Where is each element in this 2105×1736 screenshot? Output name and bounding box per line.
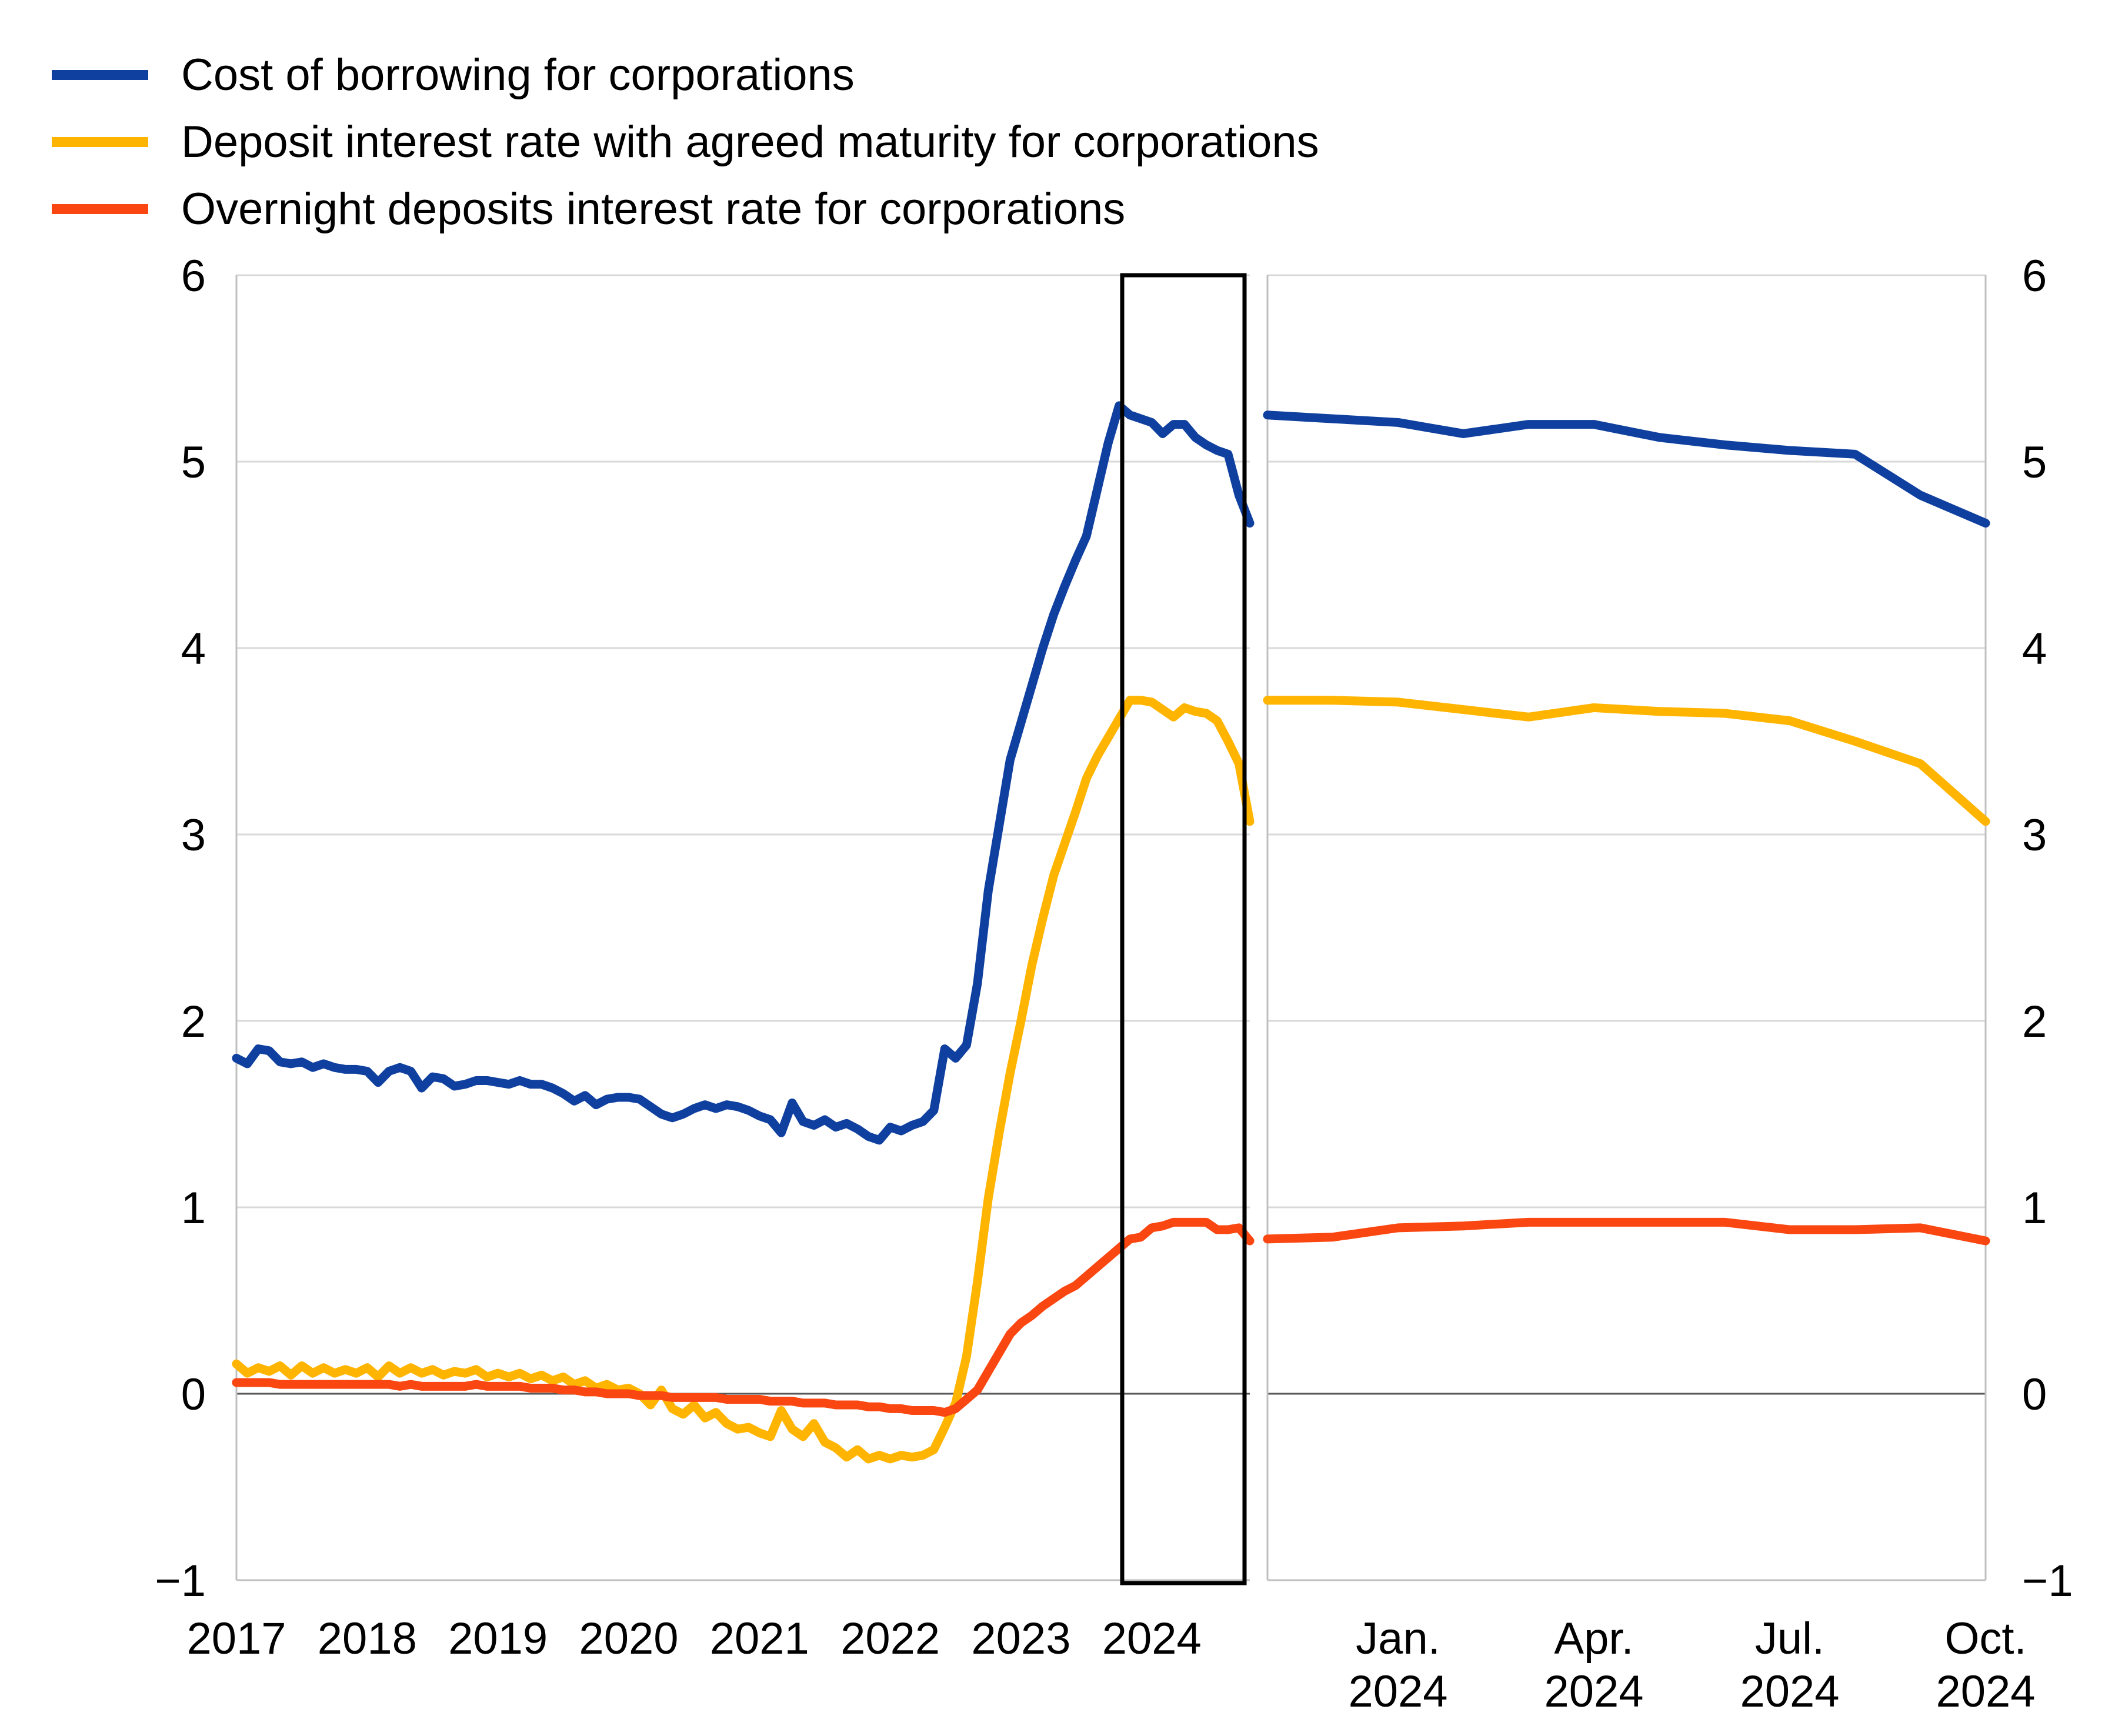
x-axis-month-label: Jul. [1755,1614,1824,1664]
y-axis-tick-label-left: 5 [181,438,206,488]
x-axis-year-label: 2019 [448,1614,548,1664]
x-axis-month-label: 2024 [1740,1667,1839,1717]
y-axis-tick-label-left: 0 [181,1370,206,1420]
y-axis-tick-label-right: 0 [2022,1370,2047,1420]
y-axis-tick-label-left: 4 [181,624,206,674]
y-axis-tick-label-left: 3 [181,810,206,860]
x-axis-month-label: 2024 [1544,1667,1643,1717]
y-axis-tick-label-right: 4 [2022,624,2047,674]
y-axis-tick-label-left: −1 [155,1556,206,1606]
x-axis-year-label: 2022 [840,1614,940,1664]
x-axis-year-label: 2017 [186,1614,286,1664]
legend-line-swatch-red [52,203,148,214]
x-axis-month-label: 2024 [1348,1667,1447,1717]
series-line-zoom [1263,1217,1990,1246]
y-axis-tick-label-right: −1 [2022,1556,2073,1606]
x-axis-year-label: 2024 [1102,1614,1202,1664]
y-axis-tick-label-right: 6 [2022,251,2047,301]
series-line-zoom [1263,696,1990,826]
x-axis-year-label: 2020 [579,1614,678,1664]
legend-label: Cost of borrowing for corporations [181,49,855,100]
series-line-zoom [1263,410,1990,528]
series-line-full [232,696,1255,1464]
x-axis-year-label: 2021 [710,1614,809,1664]
series-line-full [232,1217,1255,1417]
y-axis-tick-label-right: 3 [2022,810,2047,860]
legend-line-swatch-yellow [52,136,148,147]
x-axis-month-label: Oct. [1944,1614,2026,1664]
y-axis-tick-label-right: 1 [2022,1183,2047,1233]
legend: Cost of borrowing for corporations Depos… [52,41,1319,242]
y-axis-tick-label-right: 5 [2022,438,2047,488]
y-axis-tick-label-right: 2 [2022,997,2047,1047]
legend-label: Overnight deposits interest rate for cor… [181,183,1126,234]
x-axis-month-label: 2024 [1936,1667,2035,1717]
legend-item-cost-of-borrowing: Cost of borrowing for corporations [52,41,1319,108]
legend-label: Deposit interest rate with agreed maturi… [181,116,1319,167]
y-axis-tick-label-left: 2 [181,997,206,1047]
series-line-full [232,401,1255,1145]
legend-line-swatch-blue [52,69,148,80]
x-axis-month-label: Jan. [1356,1614,1440,1664]
x-axis-month-label: Apr. [1554,1614,1633,1664]
x-axis-year-label: 2023 [971,1614,1070,1664]
legend-item-overnight-deposits: Overnight deposits interest rate for cor… [52,175,1319,242]
y-axis-tick-label-left: 1 [181,1183,206,1233]
y-axis-tick-label-left: 6 [181,251,206,301]
legend-item-deposit-agreed-maturity: Deposit interest rate with agreed maturi… [52,108,1319,175]
x-axis-year-label: 2018 [318,1614,417,1664]
highlight-box [1120,273,1247,1585]
